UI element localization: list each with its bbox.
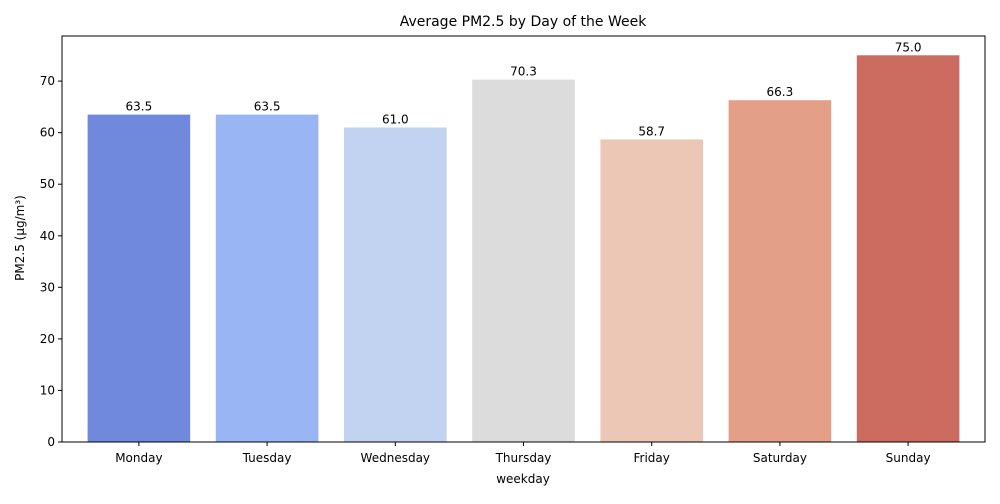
- x-axis: Monday Tuesday Wednesday Thursday Friday Satu…: [115, 442, 931, 465]
- bar-monday: [87, 114, 191, 442]
- y-axis: 0 10 20 30 40 50 60 70: [40, 74, 62, 449]
- x-tick-label-wednesday: Wednesday: [361, 451, 430, 465]
- y-tick-label-60: 60: [40, 126, 55, 140]
- y-axis-label: PM2.5 (µg/m³): [13, 195, 27, 281]
- y-tick-label-50: 50: [40, 177, 55, 191]
- value-label-tuesday: 63.5: [254, 100, 281, 114]
- value-label-sunday: 75.0: [895, 40, 922, 54]
- y-tick-label-0: 0: [47, 435, 55, 449]
- value-label-friday: 58.7: [638, 124, 665, 138]
- x-axis-label: weekday: [496, 472, 550, 486]
- y-tick-label-10: 10: [40, 383, 55, 397]
- value-labels-layer: 63.5 63.5 61.0 70.3 58.7 66.3 75.0: [126, 40, 922, 138]
- value-label-thursday: 70.3: [510, 65, 537, 79]
- y-tick-label-40: 40: [40, 229, 55, 243]
- x-tick-label-monday: Monday: [115, 451, 162, 465]
- bar-tuesday: [215, 114, 319, 442]
- x-tick-label-thursday: Thursday: [495, 451, 552, 465]
- value-label-wednesday: 61.0: [382, 113, 409, 127]
- value-label-saturday: 66.3: [767, 85, 794, 99]
- bars-layer: [87, 55, 960, 443]
- bar-sunday: [856, 55, 960, 443]
- bar-wednesday: [344, 127, 447, 442]
- x-tick-label-friday: Friday: [634, 451, 670, 465]
- y-tick-label-20: 20: [40, 332, 55, 346]
- plot-frame: [61, 35, 986, 443]
- x-tick-label-saturday: Saturday: [753, 451, 807, 465]
- x-tick-label-tuesday: Tuesday: [242, 451, 292, 465]
- y-tick-label-30: 30: [40, 280, 55, 294]
- chart-title: Average PM2.5 by Day of the Week: [400, 14, 648, 30]
- y-tick-label-70: 70: [40, 74, 55, 88]
- bar-thursday: [472, 79, 575, 442]
- value-label-monday: 63.5: [126, 100, 153, 114]
- bar-saturday: [728, 100, 832, 442]
- x-tick-label-sunday: Sunday: [886, 451, 931, 465]
- bar-friday: [600, 139, 703, 442]
